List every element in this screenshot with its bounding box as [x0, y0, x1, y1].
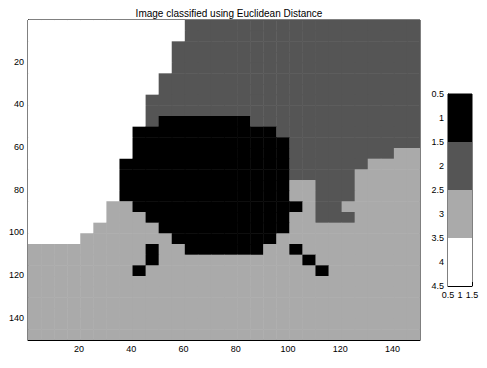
- svg-text:20: 20: [74, 344, 84, 354]
- svg-text:3.5: 3.5: [431, 233, 444, 243]
- svg-text:120: 120: [9, 270, 24, 280]
- svg-text:1: 1: [457, 290, 462, 300]
- svg-text:100: 100: [281, 344, 296, 354]
- svg-text:20: 20: [14, 57, 24, 67]
- svg-text:2: 2: [439, 161, 444, 171]
- svg-text:140: 140: [385, 344, 400, 354]
- svg-text:80: 80: [14, 185, 24, 195]
- svg-text:3: 3: [439, 209, 444, 219]
- svg-text:40: 40: [14, 99, 24, 109]
- svg-text:80: 80: [231, 344, 241, 354]
- svg-text:1.5: 1.5: [431, 137, 444, 147]
- svg-text:4: 4: [439, 257, 444, 267]
- svg-text:0.5: 0.5: [442, 290, 455, 300]
- svg-text:2.5: 2.5: [431, 185, 444, 195]
- svg-text:60: 60: [14, 142, 24, 152]
- svg-text:Image classified using Euclide: Image classified using Euclidean Distanc…: [136, 8, 323, 19]
- svg-text:100: 100: [9, 227, 24, 237]
- svg-text:40: 40: [126, 344, 136, 354]
- svg-text:4.5: 4.5: [431, 281, 444, 291]
- svg-text:0.5: 0.5: [431, 89, 444, 99]
- svg-text:140: 140: [9, 313, 24, 323]
- svg-text:60: 60: [178, 344, 188, 354]
- svg-text:1: 1: [439, 113, 444, 123]
- svg-text:1.5: 1.5: [466, 290, 479, 300]
- svg-text:120: 120: [333, 344, 348, 354]
